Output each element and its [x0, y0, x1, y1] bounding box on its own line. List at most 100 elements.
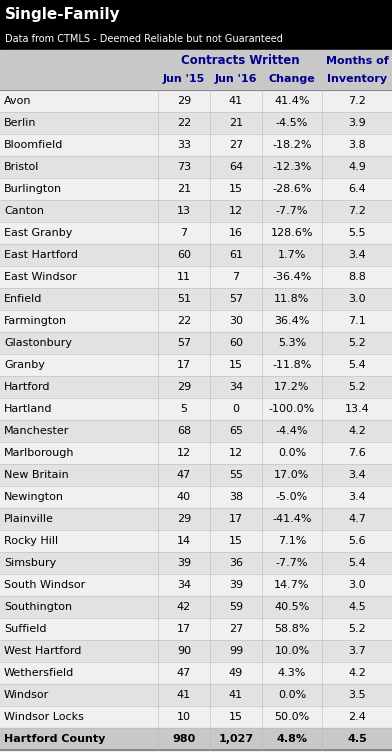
Text: Berlin: Berlin	[4, 118, 36, 128]
Text: Hartford County: Hartford County	[4, 734, 105, 744]
Text: Change: Change	[269, 74, 316, 84]
Text: Suffield: Suffield	[4, 624, 47, 634]
Text: 7.6: 7.6	[348, 448, 366, 458]
Text: 73: 73	[177, 162, 191, 172]
Text: 41.4%: 41.4%	[274, 96, 310, 106]
Text: 50.0%: 50.0%	[274, 712, 310, 722]
Text: Newington: Newington	[4, 492, 64, 502]
Text: 34: 34	[229, 382, 243, 392]
Text: 27: 27	[229, 624, 243, 634]
Text: Jun '16: Jun '16	[215, 74, 257, 84]
Bar	[0, 332, 392, 354]
Text: 17.0%: 17.0%	[274, 470, 310, 480]
Text: 7: 7	[180, 228, 187, 238]
Text: 4.9: 4.9	[348, 162, 366, 172]
Bar	[0, 486, 392, 508]
Text: 5.5: 5.5	[348, 228, 366, 238]
Bar	[0, 728, 392, 750]
Text: 29: 29	[177, 514, 191, 524]
Text: 51: 51	[177, 294, 191, 304]
Text: 14.7%: 14.7%	[274, 580, 310, 590]
Bar	[0, 618, 392, 640]
Text: 17: 17	[177, 624, 191, 634]
Text: East Granby: East Granby	[4, 228, 73, 238]
Text: 3.4: 3.4	[348, 492, 366, 502]
Text: 42: 42	[177, 602, 191, 612]
Text: 5: 5	[180, 404, 187, 414]
Text: Hartland: Hartland	[4, 404, 53, 414]
Text: -41.4%: -41.4%	[272, 514, 312, 524]
Text: 40: 40	[177, 492, 191, 502]
Text: Single-Family: Single-Family	[5, 7, 121, 22]
Text: -4.5%: -4.5%	[276, 118, 308, 128]
Text: 7.2: 7.2	[348, 96, 366, 106]
Bar	[0, 266, 392, 288]
Text: New Britain: New Britain	[4, 470, 69, 480]
Text: Inventory: Inventory	[327, 74, 387, 84]
Bar	[0, 90, 392, 112]
Text: 60: 60	[229, 338, 243, 348]
Text: 15: 15	[229, 712, 243, 722]
Bar	[0, 156, 392, 178]
Text: Granby: Granby	[4, 360, 45, 370]
Bar	[0, 684, 392, 706]
Text: 4.5: 4.5	[347, 734, 367, 744]
Text: 47: 47	[177, 668, 191, 678]
Text: 17.2%: 17.2%	[274, 382, 310, 392]
Text: 99: 99	[229, 646, 243, 656]
Text: 8.8: 8.8	[348, 272, 366, 282]
Text: 57: 57	[229, 294, 243, 304]
Text: Wethersfield: Wethersfield	[4, 668, 74, 678]
Text: 5.4: 5.4	[348, 360, 366, 370]
Text: 3.4: 3.4	[348, 470, 366, 480]
Text: 1,027: 1,027	[218, 734, 254, 744]
Text: 40.5%: 40.5%	[274, 602, 310, 612]
Bar	[0, 222, 392, 244]
Text: 4.3%: 4.3%	[278, 668, 306, 678]
Text: 0: 0	[232, 404, 240, 414]
Text: Glastonbury: Glastonbury	[4, 338, 72, 348]
Text: 3.9: 3.9	[348, 118, 366, 128]
Text: Enfield: Enfield	[4, 294, 42, 304]
Text: 58.8%: 58.8%	[274, 624, 310, 634]
Text: 16: 16	[229, 228, 243, 238]
Bar	[0, 640, 392, 662]
Text: 4.2: 4.2	[348, 668, 366, 678]
Text: 7.2: 7.2	[348, 206, 366, 216]
Bar	[0, 0, 392, 50]
Text: East Hartford: East Hartford	[4, 250, 78, 260]
Text: Plainville: Plainville	[4, 514, 54, 524]
Text: 29: 29	[177, 382, 191, 392]
Text: 61: 61	[229, 250, 243, 260]
Text: 5.3%: 5.3%	[278, 338, 306, 348]
Text: 0.0%: 0.0%	[278, 690, 306, 700]
Text: 4.7: 4.7	[348, 514, 366, 524]
Text: 3.7: 3.7	[348, 646, 366, 656]
Text: -11.8%: -11.8%	[272, 360, 312, 370]
Text: 27: 27	[229, 140, 243, 150]
Text: 14: 14	[177, 536, 191, 546]
Bar	[0, 112, 392, 134]
Text: 15: 15	[229, 184, 243, 194]
Text: Jun '15: Jun '15	[163, 74, 205, 84]
Bar	[0, 310, 392, 332]
Bar	[0, 420, 392, 442]
Text: 0.0%: 0.0%	[278, 448, 306, 458]
Text: Marlborough: Marlborough	[4, 448, 74, 458]
Bar	[0, 662, 392, 684]
Text: 33: 33	[177, 140, 191, 150]
Bar	[0, 442, 392, 464]
Text: 34: 34	[177, 580, 191, 590]
Text: 12: 12	[177, 448, 191, 458]
Text: 15: 15	[229, 536, 243, 546]
Text: -7.7%: -7.7%	[276, 558, 308, 568]
Text: 3.0: 3.0	[348, 580, 366, 590]
Text: Avon: Avon	[4, 96, 31, 106]
Text: 12: 12	[229, 206, 243, 216]
Text: Bristol: Bristol	[4, 162, 39, 172]
Text: 5.4: 5.4	[348, 558, 366, 568]
Text: Contracts Written: Contracts Written	[181, 54, 299, 67]
Text: 49: 49	[229, 668, 243, 678]
Bar	[0, 552, 392, 574]
Text: Months of: Months of	[326, 56, 388, 65]
